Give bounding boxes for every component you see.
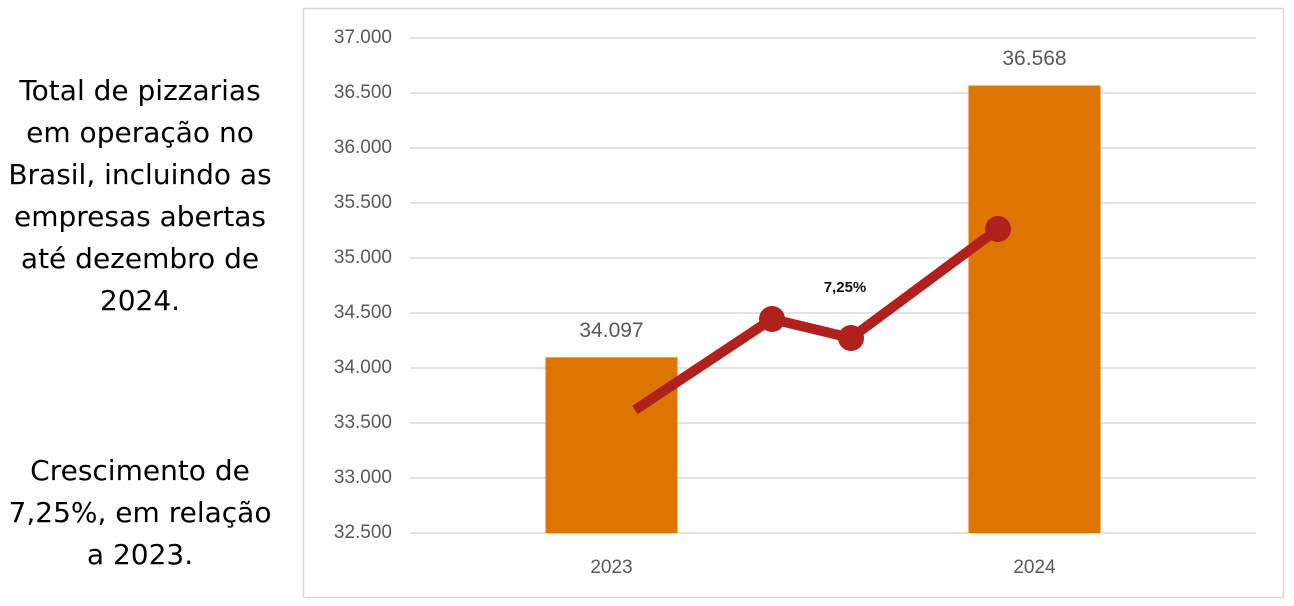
- trend-dot: [838, 325, 864, 351]
- annotation: 7,25%: [824, 279, 867, 296]
- side-text: Crescimento de 7,25%, em relação a 2023.: [8, 454, 272, 571]
- trend-line: [632, 224, 1001, 415]
- y-tick-label: 36.000: [334, 137, 392, 158]
- y-tick-label: 32.500: [334, 522, 392, 543]
- x-tick-label: 2023: [590, 557, 632, 578]
- y-tick-label: 33.500: [334, 412, 392, 433]
- trend-dot: [759, 306, 785, 332]
- y-tick-label: 37.000: [334, 27, 392, 48]
- y-tick-label: 36.500: [334, 82, 392, 103]
- value-label: 34.097: [579, 319, 643, 342]
- y-tick-label: 34.500: [334, 302, 392, 323]
- chart-frame: [302, 7, 1285, 599]
- bar: [968, 85, 1101, 534]
- trend-dot: [985, 216, 1011, 242]
- y-tick-label: 35.000: [334, 247, 392, 268]
- y-tick-label: 35.500: [334, 192, 392, 213]
- bar: [545, 357, 678, 533]
- value-label: 36.568: [1002, 47, 1066, 70]
- trend-arrow: [632, 216, 1011, 415]
- x-tick-label: 2024: [1013, 557, 1056, 578]
- y-tick-label: 34.000: [334, 357, 392, 378]
- y-tick-label: 33.000: [334, 467, 392, 488]
- side-text: Total de pizzarias em operação no Brasil…: [8, 74, 272, 317]
